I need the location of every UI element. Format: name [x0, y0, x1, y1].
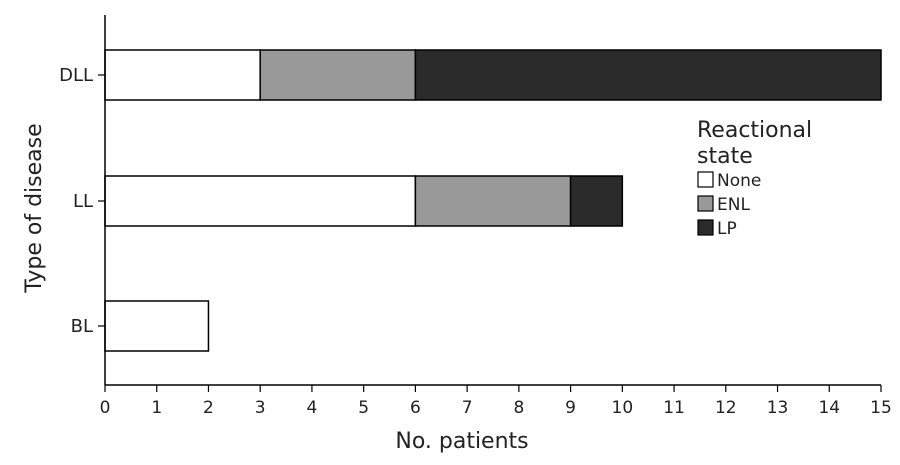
bar-bl-none: [104, 300, 210, 352]
category-labels: DLL LL BL: [59, 65, 105, 337]
bar-dll-lp: [414, 49, 882, 101]
legend-label-lp: LP: [717, 219, 737, 239]
x-tick-label: 1: [151, 398, 162, 418]
x-tick-label: 11: [663, 398, 685, 418]
x-axis-title: No. patients: [395, 429, 528, 454]
legend-title-line1: Reactional: [697, 118, 812, 143]
x-tick-label: 5: [358, 398, 369, 418]
x-tick-label: 8: [513, 398, 524, 418]
x-tick-label: 9: [565, 398, 576, 418]
legend-swatch-none: [697, 171, 714, 188]
bar-ll-none: [104, 175, 417, 227]
legend-title-line2: state: [697, 144, 753, 169]
x-tick-label: 2: [203, 398, 214, 418]
bar-ll-enl: [414, 175, 572, 227]
bar-ll-lp: [569, 175, 624, 227]
x-tick-label: 10: [612, 398, 634, 418]
x-tick-label: 13: [767, 398, 789, 418]
x-tick-label: 6: [410, 398, 421, 418]
legend-label-enl: ENL: [717, 195, 750, 215]
legend: Reactional state None ENL LP: [697, 118, 812, 239]
x-tick-label: 7: [462, 398, 473, 418]
x-tick-label: 4: [307, 398, 318, 418]
x-tick-label: 14: [818, 398, 840, 418]
legend-swatch-lp: [697, 219, 714, 236]
bar-dll-enl: [259, 49, 417, 101]
category-label-bl: BL: [71, 316, 93, 337]
legend-items: None ENL LP: [697, 171, 761, 239]
legend-swatch-enl: [697, 195, 714, 212]
legend-label-none: None: [717, 171, 761, 191]
category-label-ll: LL: [73, 191, 93, 212]
bars-layer: [104, 49, 882, 352]
x-tick-label: 0: [100, 398, 111, 418]
x-tick-label: 15: [870, 398, 892, 418]
category-label-dll: DLL: [59, 65, 93, 86]
x-ticks: 0 1 2 3 4 5 6 7 8 9 10 11 12 13 14 15: [100, 385, 892, 418]
x-tick-label: 12: [715, 398, 737, 418]
bar-dll-none: [104, 49, 261, 101]
y-axis-title: Type of disease: [22, 123, 47, 293]
x-tick-label: 3: [255, 398, 266, 418]
